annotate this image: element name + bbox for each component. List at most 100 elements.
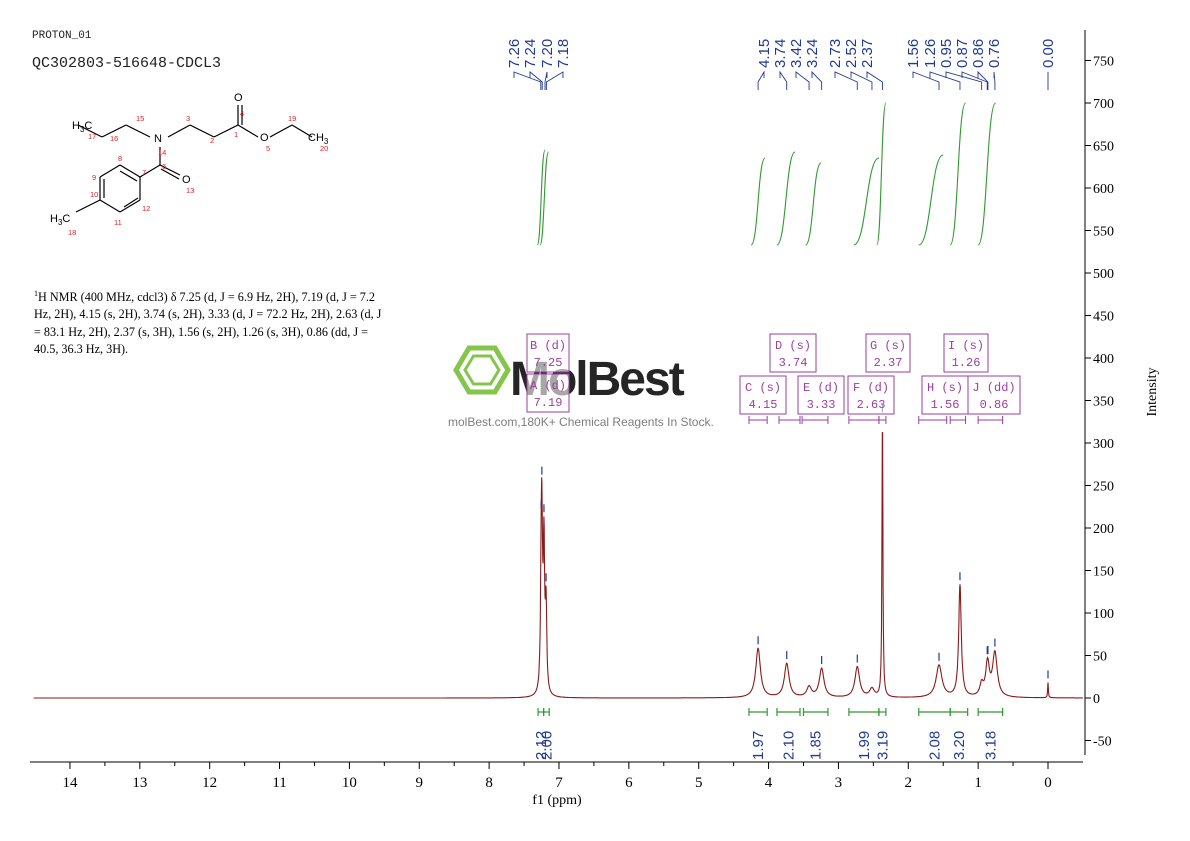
svg-text:18: 18 xyxy=(68,228,76,237)
multiplet-label: F (d) xyxy=(853,381,889,395)
watermark-tagline: molBest.com,180K+ Chemical Reagents In S… xyxy=(448,415,714,429)
multiplet-label: I (s) xyxy=(948,339,984,353)
y-tick-label: 400 xyxy=(1093,352,1114,367)
integral-curve xyxy=(750,157,766,246)
integral-curve xyxy=(776,151,796,246)
molbest-logo-icon xyxy=(453,345,511,395)
x-tick-label: 0 xyxy=(1044,775,1052,791)
integral-value: 3.20 xyxy=(951,731,968,760)
integral-curve xyxy=(539,151,550,246)
y-tick-label: 700 xyxy=(1093,97,1114,112)
y-tick-label: 750 xyxy=(1093,55,1114,70)
svg-text:3: 3 xyxy=(186,114,190,123)
peak-label: 3.74 xyxy=(772,39,789,68)
integral-value: 3.18 xyxy=(982,731,999,760)
svg-text:8: 8 xyxy=(118,154,122,163)
peak-label-leader xyxy=(977,70,989,90)
x-tick-label: 10 xyxy=(342,775,357,791)
peak-label: 7.24 xyxy=(522,39,539,68)
integral-curve xyxy=(536,149,546,246)
svg-text:12: 12 xyxy=(142,204,150,213)
svg-text:19: 19 xyxy=(288,114,296,123)
peak-label: 0.00 xyxy=(1040,39,1057,68)
multiplet-box: B (d) 7.25 xyxy=(526,333,570,373)
sample-id: QC302803-516648-CDCL3 xyxy=(32,55,222,72)
y-tick-label: 100 xyxy=(1093,607,1114,622)
watermark: MolBest molBest.com,180K+ Chemical Reage… xyxy=(448,345,714,429)
peak-label: 0.86 xyxy=(970,39,987,68)
peak-label-leader xyxy=(757,70,765,90)
peak-label: 2.52 xyxy=(843,39,860,68)
svg-text:15: 15 xyxy=(136,114,144,123)
y-tick-label: -50 xyxy=(1093,735,1112,750)
peak-label-leader xyxy=(811,70,823,90)
x-tick-label: 2 xyxy=(905,775,913,791)
integral-value: 1.99 xyxy=(856,731,873,760)
y-tick-label: 50 xyxy=(1093,650,1107,665)
peak-label: 7.18 xyxy=(555,39,572,68)
peak-label: 3.42 xyxy=(788,39,805,68)
integral-value: 1.85 xyxy=(808,731,825,760)
peak-label-leader xyxy=(513,71,542,90)
nmr-description: 1H NMR (400 MHz, cdcl3) δ 7.25 (d, J = 6… xyxy=(34,289,382,356)
atom-h3c-17: H3C xyxy=(72,120,92,134)
svg-text:11: 11 xyxy=(114,218,122,227)
y-tick-label: 450 xyxy=(1093,310,1114,325)
y-tick-label: 150 xyxy=(1093,565,1114,580)
x-tick-label: 5 xyxy=(695,775,703,791)
multiplet-label: A (d) xyxy=(530,379,566,393)
svg-text:5: 5 xyxy=(266,144,270,153)
atom-o5: O xyxy=(260,132,269,144)
multiplet-label: C (s) xyxy=(745,381,781,395)
atom-h3c-18: H3C xyxy=(50,213,70,227)
multiplet-label: J (dd) xyxy=(972,381,1015,395)
y-tick-label: 300 xyxy=(1093,437,1114,452)
peak-label-leader xyxy=(993,71,996,90)
integral-value: 3.19 xyxy=(874,731,891,760)
peak-label-leader xyxy=(544,71,548,90)
y-tick-label: 0 xyxy=(1093,692,1100,707)
integral-value: 2.10 xyxy=(780,731,797,760)
integral-value: 2.12 xyxy=(533,731,550,760)
x-tick-label: 12 xyxy=(202,775,217,791)
svg-text:1: 1 xyxy=(234,130,238,139)
multiplet-label: G (s) xyxy=(870,339,906,353)
atom-n: N xyxy=(154,133,162,145)
multiplet-shift: 2.37 xyxy=(874,356,903,370)
peak-label: 3.24 xyxy=(804,39,821,68)
x-tick-label: 11 xyxy=(272,775,286,791)
integral-value: 1.97 xyxy=(750,731,767,760)
integral-curve xyxy=(918,154,944,246)
multiplet-shift: 7.19 xyxy=(534,396,563,410)
peak-label-leader xyxy=(834,71,858,90)
peak-label: 0.76 xyxy=(986,39,1003,68)
x-tick-label: 4 xyxy=(765,775,773,791)
y-tick-label: 250 xyxy=(1093,480,1114,495)
svg-text:4: 4 xyxy=(240,109,244,118)
svg-text:17: 17 xyxy=(88,132,96,141)
multiplet-shift: 3.74 xyxy=(779,356,808,370)
x-tick-label: 6 xyxy=(625,775,633,791)
multiplet-shift: 4.15 xyxy=(749,398,778,412)
y-axis-label: Intensity xyxy=(1145,368,1160,417)
x-tick-label: 3 xyxy=(835,775,843,791)
multiplet-box: H (s) 1.56 xyxy=(921,375,969,415)
x-tick-label: 13 xyxy=(132,775,147,791)
integral-curve xyxy=(949,102,967,246)
svg-text:2: 2 xyxy=(210,136,214,145)
peak-label: 7.26 xyxy=(506,39,523,68)
multiplet-shift: 1.26 xyxy=(952,356,981,370)
peak-label-leader xyxy=(850,71,873,90)
peak-label: 0.95 xyxy=(938,39,955,68)
x-axis-label: f1 (ppm) xyxy=(532,793,582,808)
integral-value: 2.08 xyxy=(926,731,943,760)
spectrum-line xyxy=(33,432,1083,699)
peak-label-leader xyxy=(929,71,961,90)
atom-o13: O xyxy=(182,174,191,186)
peak-label: 4.15 xyxy=(756,39,773,68)
multiplet-box: D (s) 3.74 xyxy=(769,333,817,373)
svg-text:13: 13 xyxy=(186,186,194,195)
svg-text:10: 10 xyxy=(90,190,98,199)
y-tick-label: 500 xyxy=(1093,267,1114,282)
peak-label-leader xyxy=(529,71,543,90)
